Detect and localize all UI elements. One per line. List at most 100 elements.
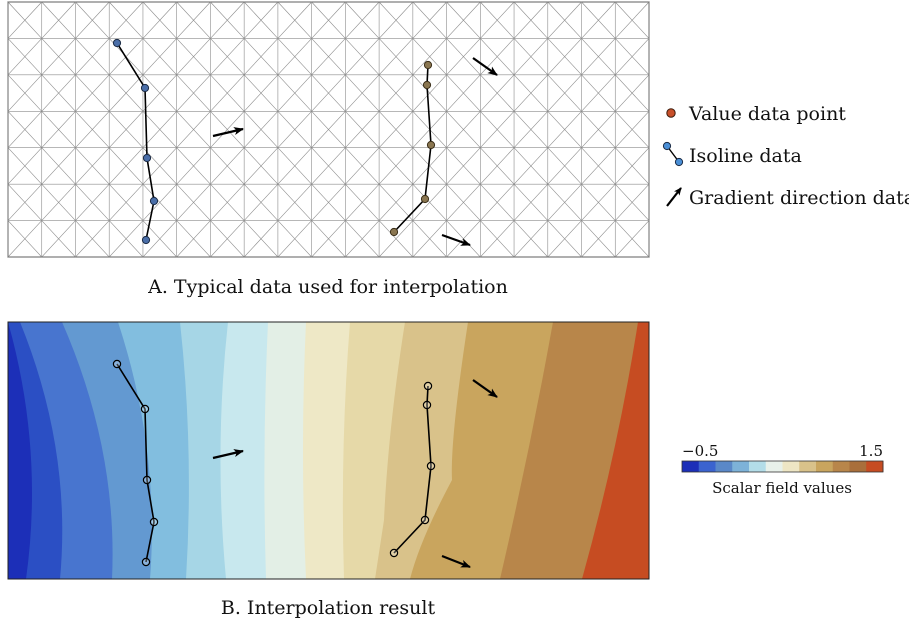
isoline-point	[423, 60, 433, 70]
mesh-edge	[7, 111, 42, 148]
mesh-edge	[176, 111, 211, 148]
mesh-edge	[581, 111, 616, 148]
mesh-edge	[547, 183, 582, 221]
mesh-edge	[210, 1, 245, 39]
mesh-edge	[615, 1, 650, 39]
mesh-edge	[345, 220, 380, 258]
isoline-point	[422, 400, 432, 410]
colorbar-swatch	[816, 461, 834, 472]
mesh-edge	[547, 111, 582, 148]
mesh-edge	[7, 1, 42, 39]
mesh-edge	[547, 220, 582, 258]
mesh-edge	[41, 220, 76, 258]
mesh-edge	[378, 74, 414, 112]
mesh-edge	[41, 183, 76, 221]
colorbar-swatches	[682, 461, 884, 472]
gradient-arrow	[212, 127, 244, 138]
mesh-edge	[547, 74, 582, 112]
mesh-edge	[210, 183, 245, 221]
colorbar-swatch	[749, 461, 767, 472]
isoline-point	[140, 404, 150, 414]
mesh-edge	[176, 220, 211, 258]
isoline-right-points	[389, 60, 436, 237]
mesh-edge	[176, 1, 211, 39]
isoline-left-points	[112, 38, 159, 245]
mesh-edge	[615, 38, 650, 76]
mesh-edge	[243, 147, 279, 185]
isoline-point	[420, 515, 430, 525]
mesh-edge	[75, 183, 110, 221]
legend-gradient-label: Gradient direction data	[689, 187, 909, 209]
mesh-edge	[581, 183, 616, 221]
mesh-edge	[378, 38, 414, 76]
mesh-edge	[513, 1, 549, 39]
mesh-edge	[108, 183, 144, 221]
mesh-edge	[378, 220, 414, 258]
gradient-arrow	[441, 554, 471, 569]
mesh-edge	[108, 74, 144, 112]
mesh-edge	[345, 38, 380, 76]
mesh-edge	[446, 111, 481, 148]
isoline-point	[389, 227, 399, 237]
mesh-edge	[311, 38, 346, 76]
mesh-edge	[210, 74, 245, 112]
isoline-point	[426, 461, 436, 471]
mesh-edge	[446, 183, 481, 221]
mesh-edge	[277, 220, 312, 258]
colorbar-swatch	[732, 461, 750, 472]
mesh-edge	[243, 183, 279, 221]
gradient-arrow	[212, 449, 244, 460]
isoline-point	[112, 359, 122, 369]
mesh-edge	[311, 111, 346, 148]
mesh-edge	[277, 1, 312, 39]
gradient-arrow	[472, 379, 498, 398]
panel-b-interpolation-result	[7, 321, 650, 580]
isoline-point	[422, 80, 432, 90]
isoline-point	[142, 153, 152, 163]
colorbar-frame	[681, 460, 884, 473]
mesh-edge	[277, 38, 312, 76]
mesh-edge	[176, 183, 211, 221]
mesh-edge	[243, 1, 279, 39]
panel-a-caption: A. Typical data used for interpolation	[147, 276, 508, 298]
mesh-edge	[41, 147, 76, 185]
isoline-icon	[662, 141, 684, 167]
panel-a-mesh-diagram	[7, 1, 650, 258]
mesh-edge	[277, 147, 312, 185]
mesh-edge	[345, 74, 380, 112]
colorbar-swatch	[682, 461, 700, 472]
mesh-edge	[108, 111, 144, 148]
mesh-edge	[581, 220, 616, 258]
mesh-edge	[480, 111, 515, 148]
mesh-edge	[75, 38, 110, 76]
colorbar: −0.5 1.5 Scalar field values	[681, 442, 884, 497]
mesh-edge	[142, 183, 177, 221]
isoline-point	[423, 381, 433, 391]
mesh-edge	[176, 38, 211, 76]
overlay-isoline-right	[393, 385, 432, 554]
mesh-edge	[41, 74, 76, 112]
mesh-edge	[513, 74, 549, 112]
mesh-edge	[412, 183, 447, 221]
mesh-edge	[75, 111, 110, 148]
mesh-edge	[581, 38, 616, 76]
mesh-edge	[311, 183, 346, 221]
mesh-edge	[547, 147, 582, 185]
mesh-edge	[108, 147, 144, 185]
legend-isoline-label: Isoline data	[689, 145, 802, 167]
field-band	[8, 322, 32, 579]
isoline-point	[426, 140, 436, 150]
mesh-edge	[581, 147, 616, 185]
colorbar-swatch	[782, 461, 800, 472]
mesh-edge	[513, 183, 549, 221]
gradient-arrow	[441, 233, 471, 247]
mesh-edge	[277, 183, 312, 221]
mesh-edge	[615, 111, 650, 148]
mesh-edge	[243, 38, 279, 76]
panel-b-frame	[7, 321, 650, 580]
mesh-edge	[615, 183, 650, 221]
mesh-edge	[581, 1, 616, 39]
mesh-edge	[210, 220, 245, 258]
mesh-edge	[7, 220, 42, 258]
overlay-isoline-right-points	[389, 381, 436, 558]
